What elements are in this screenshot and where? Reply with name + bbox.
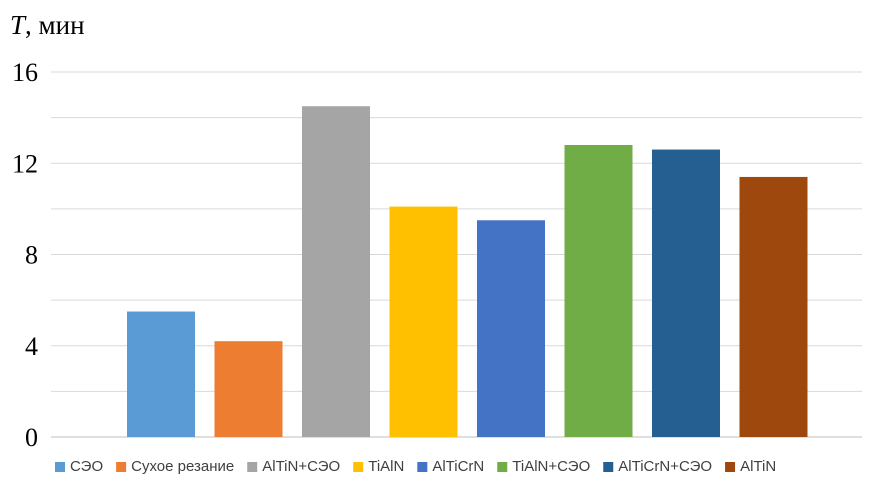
legend-label: AlTiN+СЭО <box>262 458 340 475</box>
y-axis-label-var: T <box>10 10 27 40</box>
legend-label: AlTiN <box>740 458 776 475</box>
legend-label: AlTiCrN+СЭО <box>618 458 712 475</box>
legend-swatch <box>497 462 508 472</box>
legend-swatch <box>247 462 258 472</box>
bar <box>739 176 808 437</box>
bar <box>214 341 283 437</box>
legend-label: TiAlN+СЭО <box>512 458 590 475</box>
bar <box>389 206 458 437</box>
legend-swatch <box>417 462 428 472</box>
y-tick-label: 0 <box>25 423 38 452</box>
legend-label: СЭО <box>70 458 103 475</box>
y-axis-ticks: 0 4 8 12 16 <box>12 58 38 452</box>
legend-swatch <box>353 462 364 472</box>
legend-swatch <box>603 462 614 472</box>
legend-swatch <box>55 462 65 472</box>
legend-label: Сухое резание <box>131 458 234 475</box>
y-tick-label: 16 <box>12 58 38 87</box>
bar <box>127 311 195 437</box>
legend-label: TiAlN <box>368 458 404 475</box>
legend: СЭО Сухое резание AlTiN+СЭО TiAlN AlTiCrN TiA… <box>55 458 776 475</box>
legend-label: AlTiCrN <box>432 458 484 475</box>
bar <box>477 220 545 437</box>
legend-swatch <box>725 462 736 472</box>
y-axis-label-unit: , мин <box>25 10 84 40</box>
y-tick-label: 4 <box>25 332 38 361</box>
bar <box>302 106 370 437</box>
bar <box>652 149 720 437</box>
bars <box>127 106 808 437</box>
legend-swatch <box>116 462 127 472</box>
y-tick-label: 12 <box>12 149 38 178</box>
y-axis-label: T, мин <box>10 10 85 40</box>
bar <box>564 145 633 437</box>
y-tick-label: 8 <box>25 241 38 270</box>
